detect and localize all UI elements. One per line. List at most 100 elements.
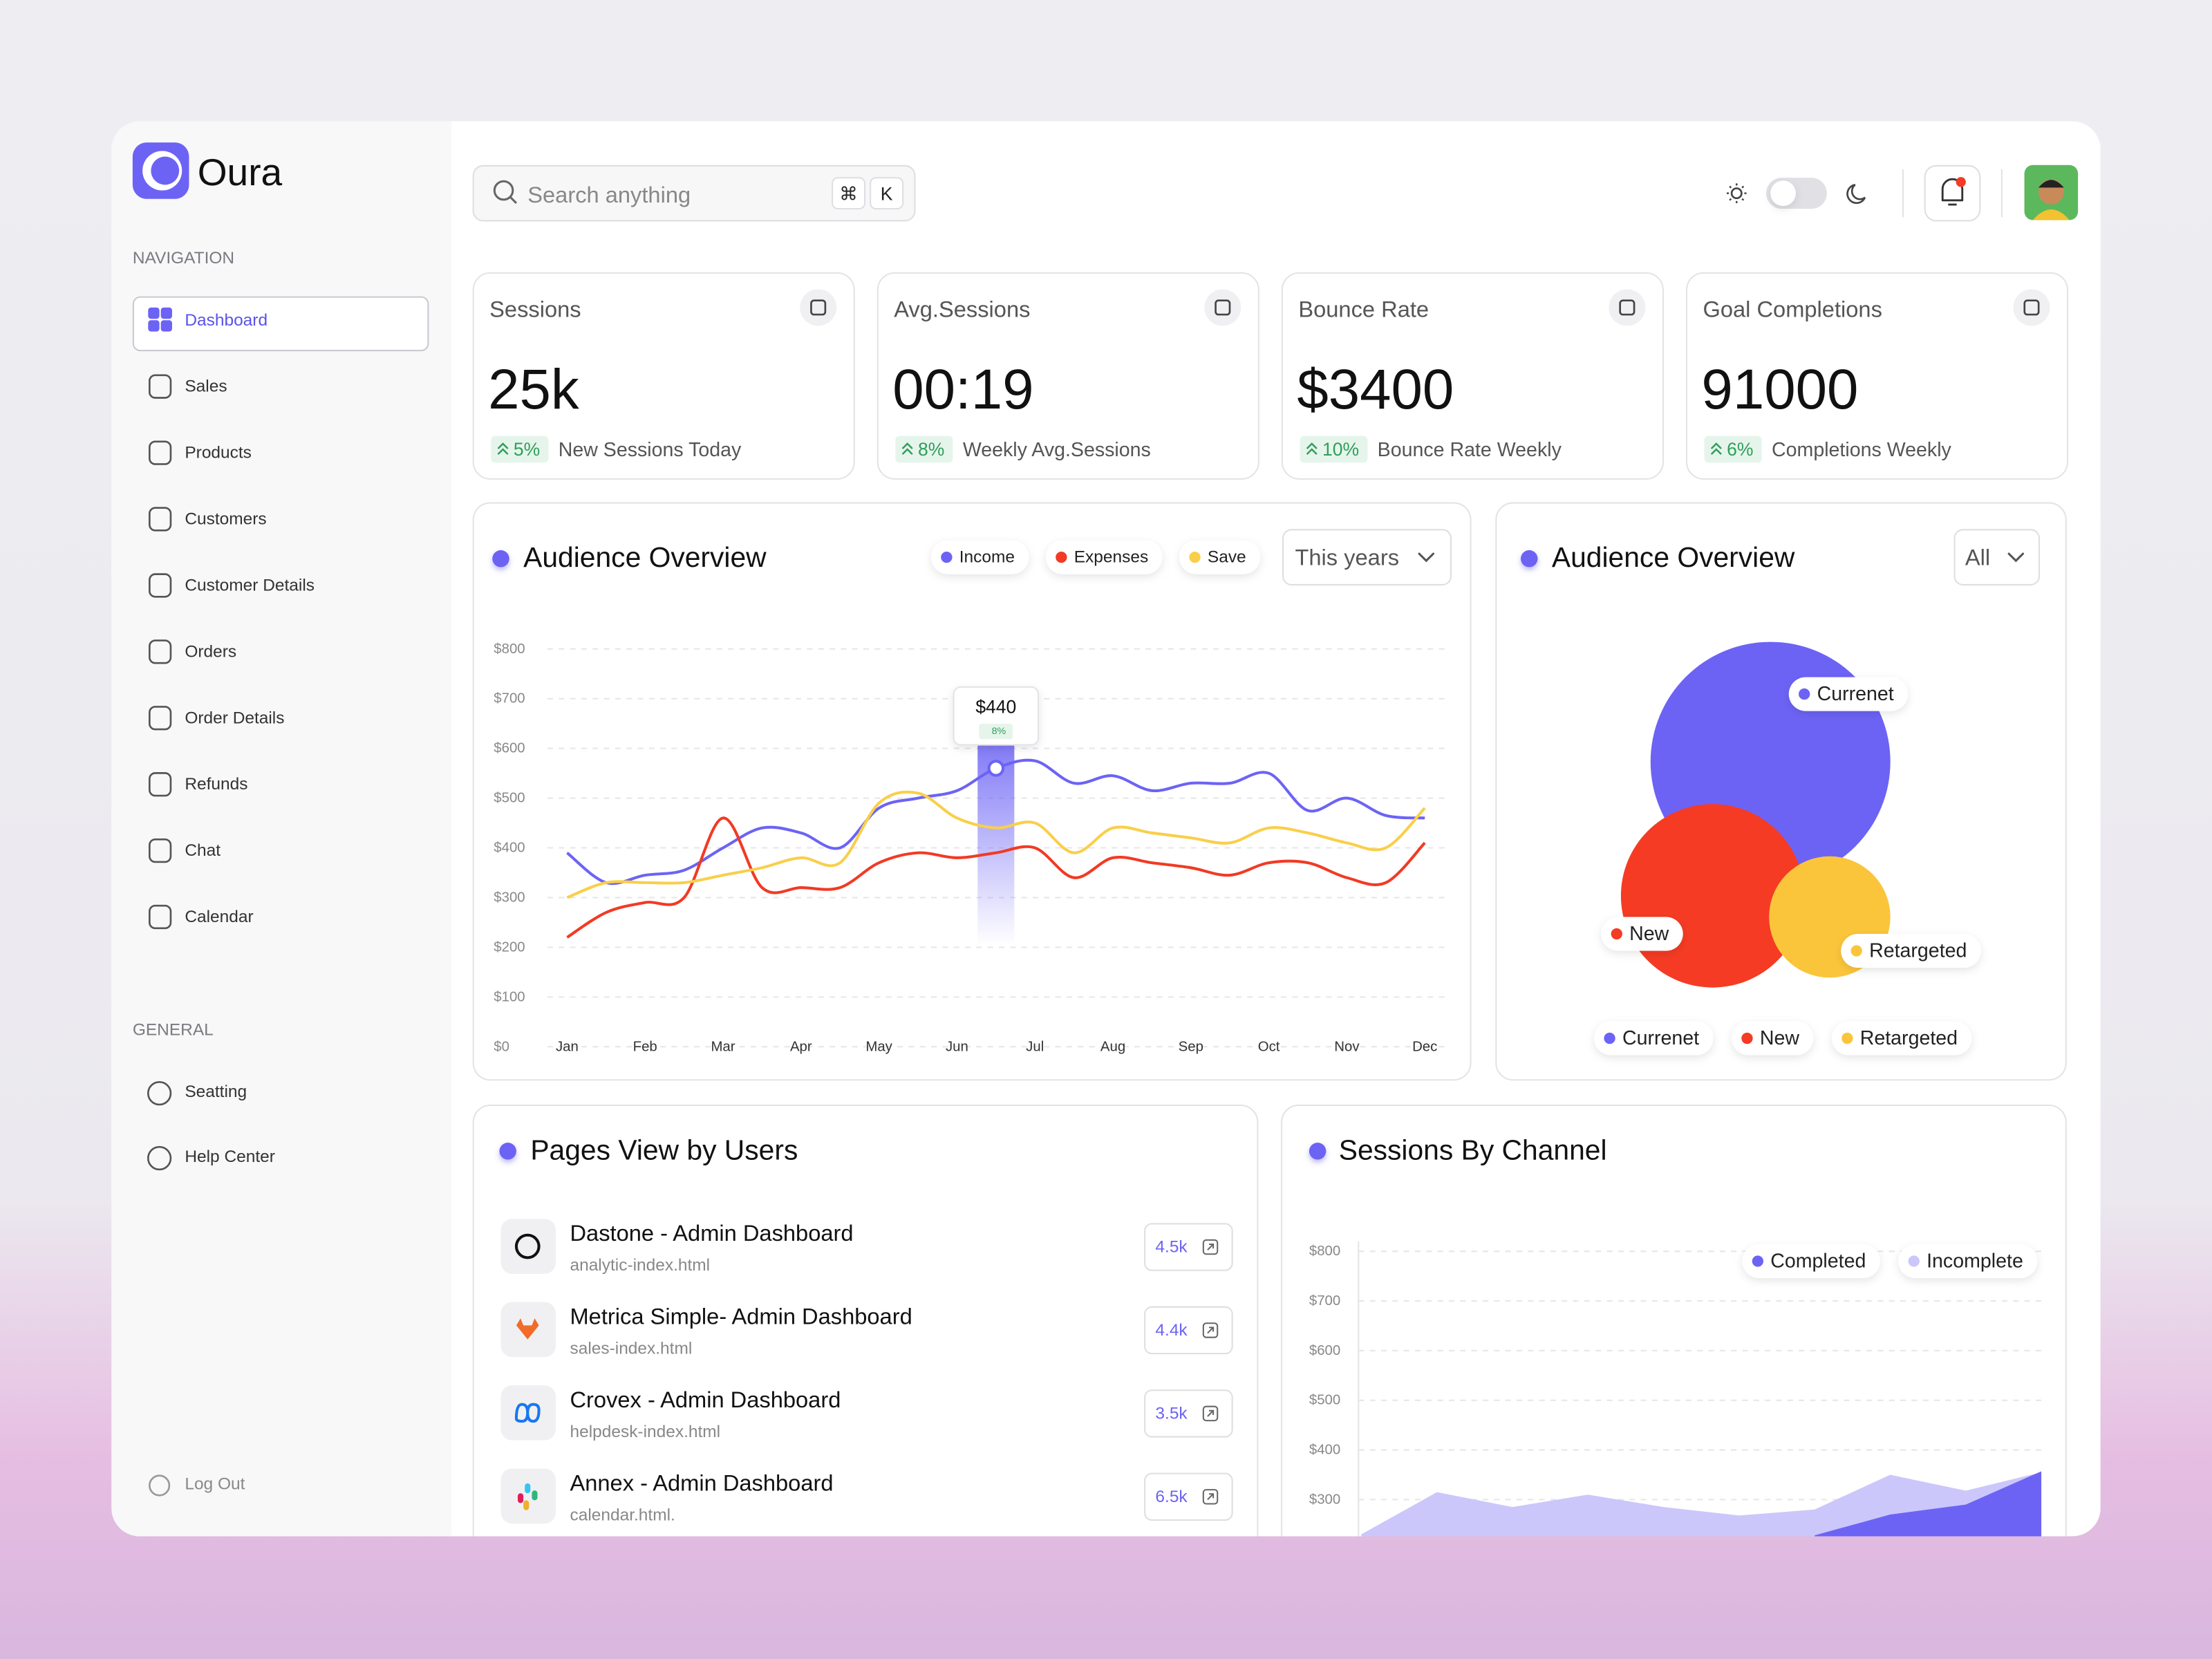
- chart-title: Sessions By Channel: [1339, 1134, 1607, 1165]
- filter-dropdown[interactable]: All: [1953, 529, 2041, 585]
- y-tick-label: $300: [494, 890, 525, 905]
- external-icon: [1207, 1409, 1215, 1417]
- change-arrow: [497, 442, 509, 456]
- tooltip-value: $440: [975, 696, 1016, 717]
- dropdown-box: [1953, 529, 2041, 585]
- change-badge: [491, 435, 549, 463]
- nav-item[interactable]: Order Details: [149, 706, 284, 731]
- stat-icon-glyph: [1215, 299, 1231, 316]
- legend-label: Currenet: [1817, 683, 1894, 705]
- key-label: K: [881, 184, 893, 205]
- nav-item[interactable]: Customer Details: [149, 573, 315, 598]
- site-name: Dastone - Admin Dashboard: [570, 1220, 853, 1246]
- bubble-label: [1601, 917, 1683, 951]
- site-name: Crovex - Admin Dashboard: [570, 1387, 841, 1412]
- site-icon-box: [500, 1468, 556, 1524]
- y-tick-label: $600: [1309, 1343, 1340, 1358]
- view-button[interactable]: 6.5k: [1144, 1472, 1233, 1521]
- legend-label: New: [1629, 923, 1669, 945]
- nav-icon: [149, 706, 172, 731]
- stat-icon-glyph: [1619, 299, 1635, 316]
- y-tick-label: $600: [494, 741, 525, 756]
- legend-item: [1045, 540, 1163, 574]
- filter-dropdown[interactable]: This years: [1282, 529, 1452, 585]
- chart-title: Audience Overview: [523, 541, 767, 573]
- tooltip-badge: [979, 723, 1013, 740]
- title-dot: [499, 1143, 516, 1160]
- view-button-box: [1144, 1223, 1233, 1271]
- x-tick-label: Apr: [790, 1039, 812, 1054]
- nav-icon: [149, 639, 172, 664]
- nav-item[interactable]: Products: [149, 440, 252, 465]
- theme-toggle[interactable]: [1766, 178, 1827, 209]
- nav-icon: [149, 440, 172, 465]
- search-icon: [493, 180, 514, 201]
- list-title: Pages View by Users: [530, 1134, 798, 1165]
- chevron-icon: [1418, 552, 1434, 563]
- stat-title: Bounce Rate: [1298, 296, 1429, 321]
- nav-label: Orders: [185, 642, 236, 661]
- legend-label: Income: [959, 548, 1015, 567]
- logo-icon: [525, 1483, 531, 1494]
- nav-item[interactable]: Help Center: [147, 1145, 275, 1171]
- stat-value: 25k: [488, 358, 579, 421]
- search[interactable]: Search anything ⌘ K: [472, 165, 916, 222]
- view-button[interactable]: 3.5k: [1144, 1389, 1233, 1438]
- change-badge: [895, 435, 953, 463]
- nav-item[interactable]: Chat: [149, 838, 221, 863]
- x-tick-label: Jun: [946, 1039, 968, 1054]
- change-arrow: [1306, 442, 1318, 456]
- nav-label: Sales: [185, 377, 227, 396]
- legend-label: Retargeted: [1869, 940, 1967, 962]
- search-icon: [509, 196, 518, 204]
- external-icon: [1207, 1243, 1215, 1250]
- stat-icon-glyph: [2023, 299, 2040, 316]
- legend-label: Completed: [1770, 1250, 1866, 1272]
- notifications[interactable]: [1924, 165, 1981, 222]
- avatar[interactable]: [2024, 165, 2079, 221]
- site-file: sales-index.html: [570, 1340, 692, 1358]
- nav-item[interactable]: Calendar: [149, 904, 254, 930]
- logout[interactable]: Log Out: [149, 1474, 245, 1497]
- nav-item[interactable]: Seatting: [147, 1080, 247, 1106]
- legend-label: Save: [1208, 548, 1246, 567]
- site-logo: [514, 1233, 541, 1259]
- stat-note: Bounce Rate Weekly: [1378, 439, 1562, 461]
- stat-card: [472, 272, 855, 480]
- stat-value: $3400: [1297, 358, 1454, 421]
- view-count: 6.5k: [1155, 1488, 1188, 1506]
- line-series: [566, 816, 1426, 939]
- bell-dot: [1956, 177, 1966, 187]
- nav-item[interactable]: Orders: [149, 639, 236, 664]
- hover-band: [977, 744, 1015, 946]
- general-heading: GENERAL: [133, 1020, 214, 1039]
- sun-icon: [1730, 187, 1743, 200]
- stat-icon: [800, 289, 837, 326]
- stat-note: Completions Weekly: [1772, 439, 1952, 461]
- x-tick-label: Dec: [1412, 1039, 1437, 1054]
- legend-swatch: [1611, 928, 1622, 940]
- nav-item[interactable]: Customers: [149, 507, 267, 532]
- stat-title: Goal Completions: [1703, 296, 1882, 321]
- sun-ray: [1729, 185, 1732, 189]
- nav-item[interactable]: Sales: [149, 374, 227, 399]
- nav-item[interactable]: Refunds: [149, 772, 247, 797]
- stat-card: [877, 272, 1259, 480]
- y-tick-label: $500: [494, 791, 525, 806]
- x-tick-label: Jan: [556, 1039, 579, 1054]
- nav-item[interactable]: Dashboard: [148, 307, 268, 332]
- view-button[interactable]: 4.5k: [1144, 1223, 1233, 1271]
- nav-icon: [149, 573, 172, 598]
- y-tick-label: $500: [1309, 1393, 1340, 1408]
- nav-label: Products: [185, 444, 252, 462]
- x-tick-label: Feb: [633, 1039, 657, 1054]
- logo-icon: [517, 1493, 524, 1503]
- legend-item: [930, 540, 1029, 574]
- view-button[interactable]: 4.4k: [1144, 1306, 1233, 1355]
- logout-label: Log Out: [185, 1474, 245, 1493]
- view-button-box: [1144, 1472, 1233, 1521]
- nav-icon: [149, 904, 172, 930]
- y-tick-label: $700: [494, 691, 525, 706]
- stat-note: New Sessions Today: [559, 439, 742, 461]
- external-icon: [1207, 1493, 1215, 1501]
